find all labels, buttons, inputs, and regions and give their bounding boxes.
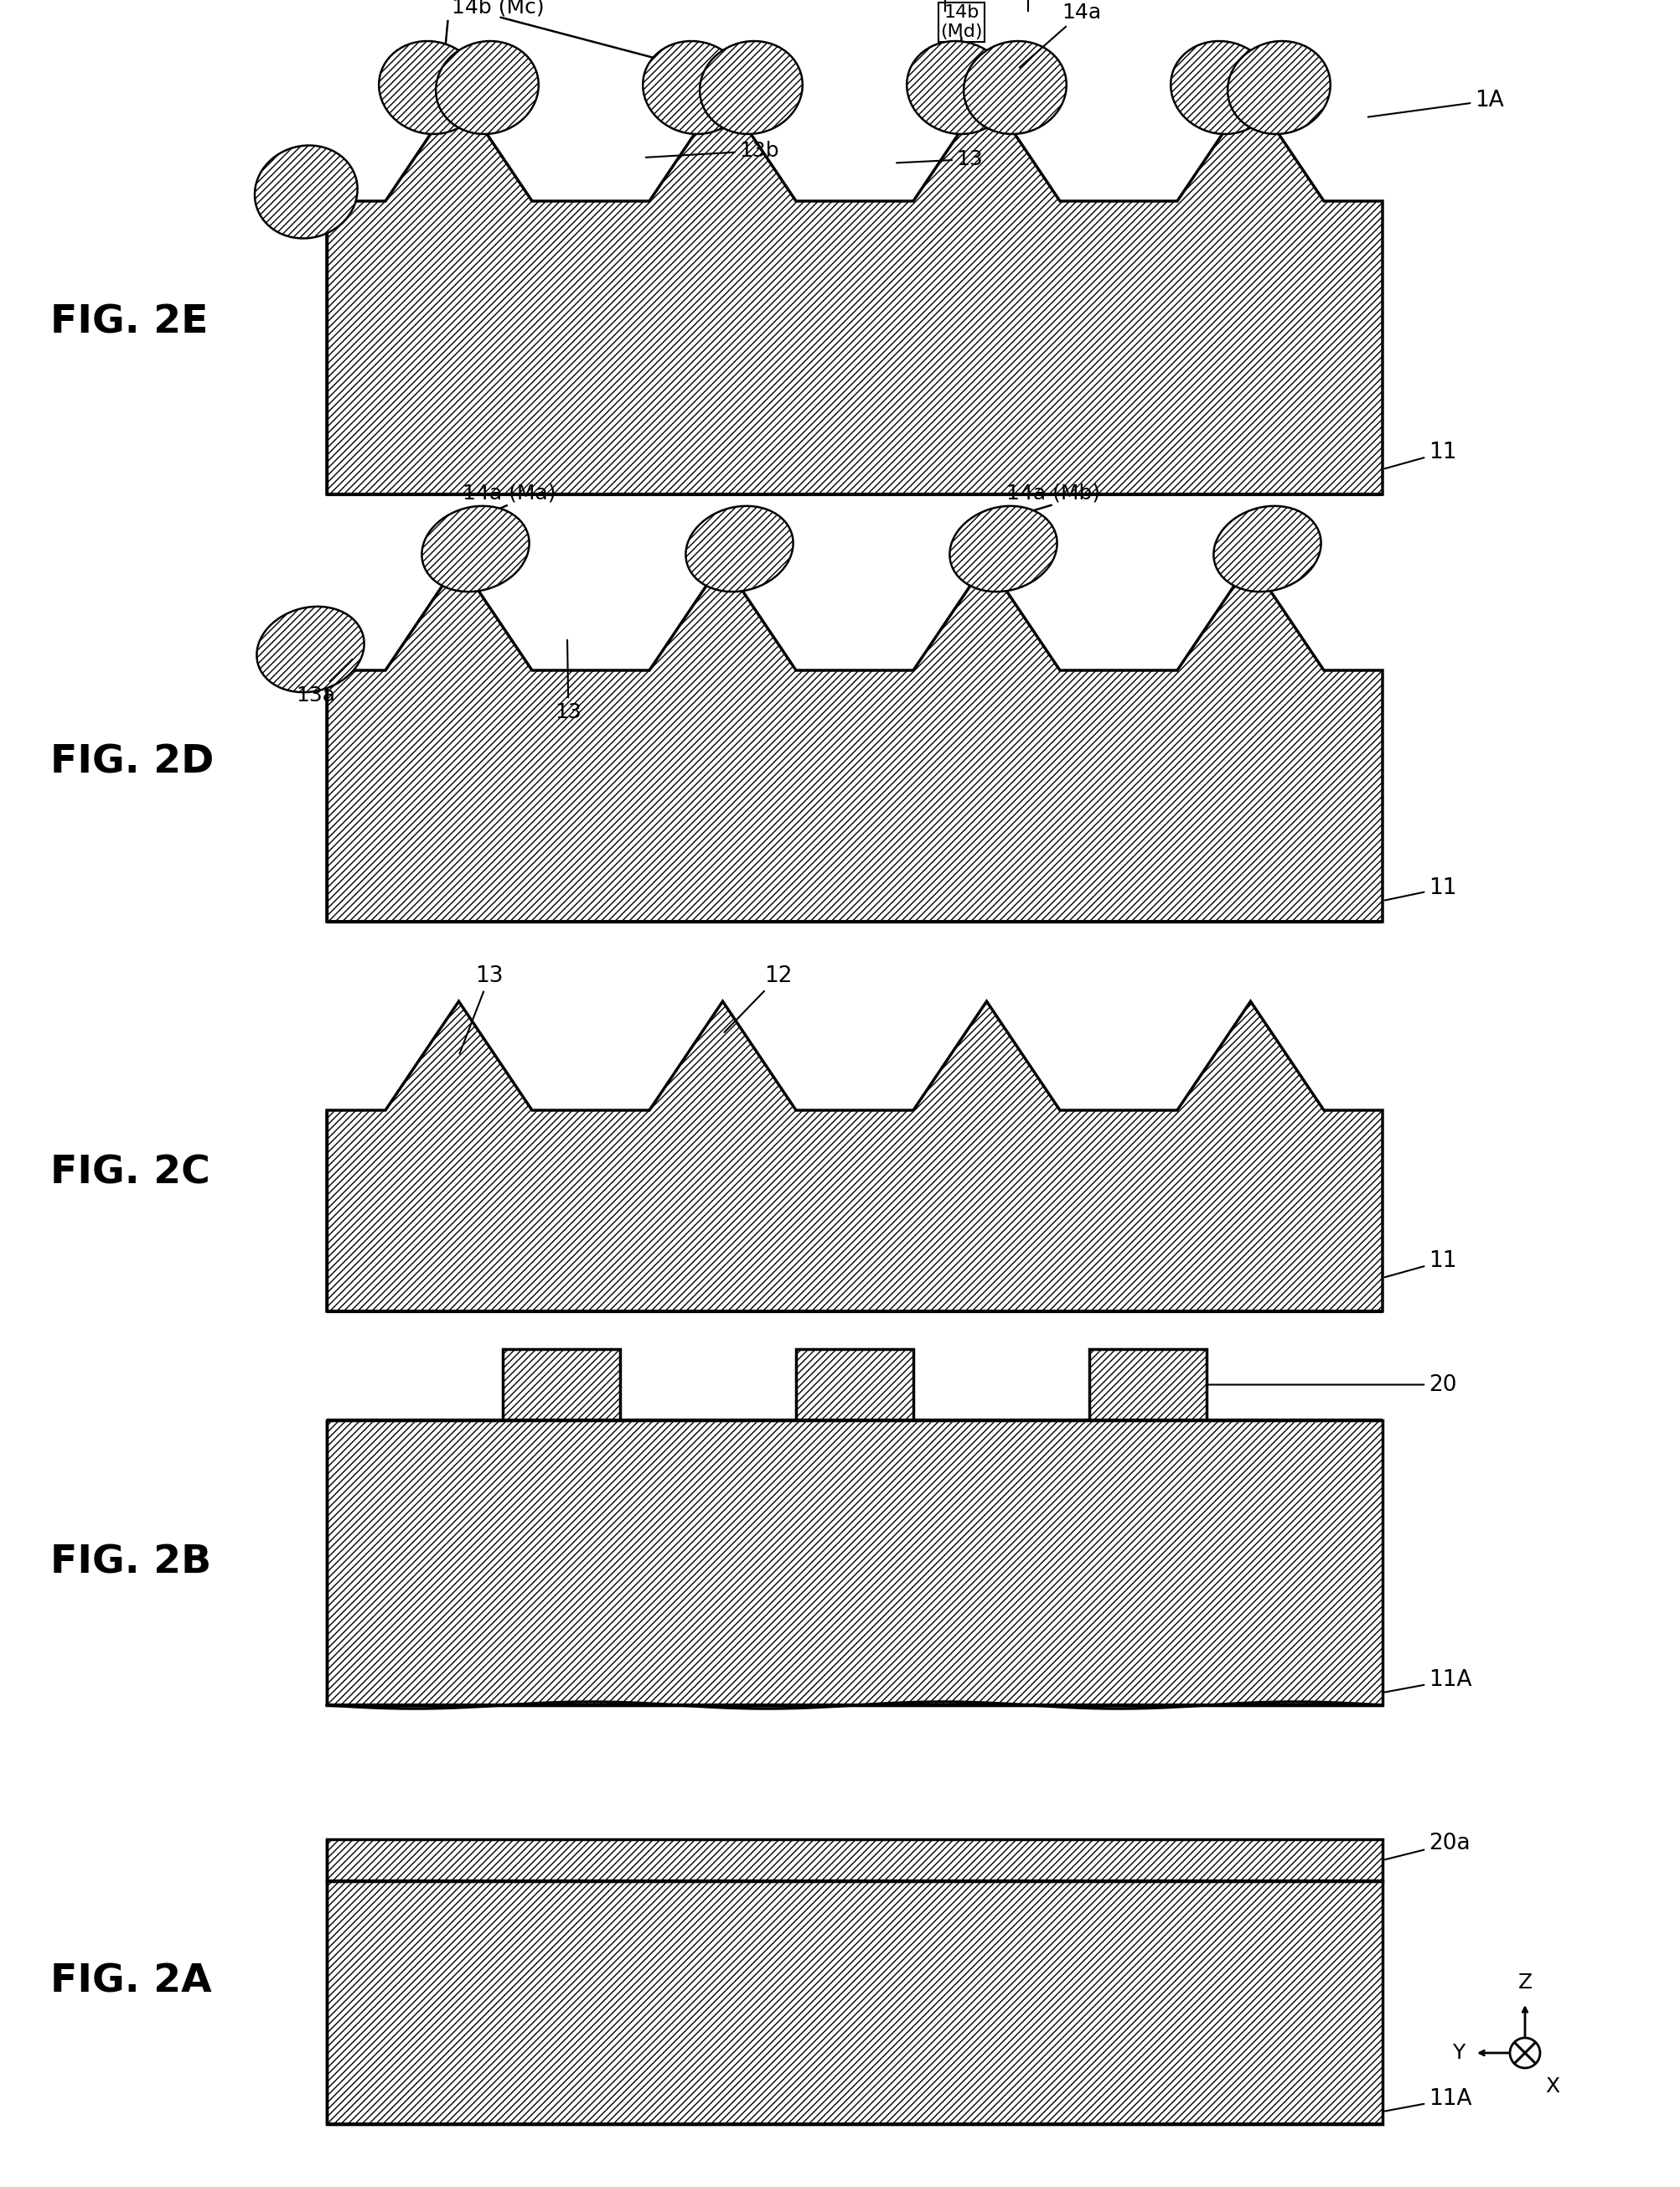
Text: 11: 11 — [1384, 1251, 1457, 1277]
Text: FIG. 2B: FIG. 2B — [50, 1544, 212, 1581]
Text: 20a: 20a — [1384, 1833, 1470, 1859]
Ellipse shape — [435, 42, 538, 133]
Text: 11A: 11A — [1384, 1669, 1472, 1693]
Text: 1A: 1A — [1368, 90, 1504, 116]
Text: 14a: 14a — [1018, 2, 1100, 68]
Ellipse shape — [949, 505, 1057, 593]
Ellipse shape — [1226, 42, 1331, 133]
Polygon shape — [326, 1002, 1383, 1312]
Text: FIG. 2A: FIG. 2A — [50, 1964, 212, 2001]
Text: 20: 20 — [1208, 1373, 1457, 1395]
Text: X: X — [1544, 2075, 1559, 2097]
Text: Z: Z — [1517, 1973, 1532, 1992]
Text: FIG. 2D: FIG. 2D — [50, 744, 213, 781]
Text: 14a (Ma): 14a (Ma) — [462, 483, 556, 503]
Text: 13: 13 — [459, 964, 504, 1054]
Text: 13a: 13a — [296, 660, 353, 706]
Text: 13b: 13b — [645, 140, 780, 162]
Bar — [326, 1839, 1383, 1881]
Ellipse shape — [378, 42, 482, 133]
Text: 11A: 11A — [1384, 2089, 1472, 2110]
Text: FIG. 2C: FIG. 2C — [50, 1155, 210, 1192]
Bar — [796, 1349, 912, 1419]
Ellipse shape — [257, 606, 365, 693]
Ellipse shape — [1213, 505, 1320, 593]
Bar — [1089, 1349, 1206, 1419]
Text: 14b (Mc): 14b (Mc) — [452, 0, 544, 17]
Ellipse shape — [255, 144, 358, 238]
Text: Y: Y — [1452, 2043, 1463, 2062]
Circle shape — [1509, 2038, 1539, 2069]
Polygon shape — [326, 562, 1383, 921]
Ellipse shape — [699, 42, 801, 133]
Ellipse shape — [963, 42, 1065, 133]
Text: 13: 13 — [895, 149, 983, 168]
Text: 11: 11 — [1384, 877, 1457, 901]
Ellipse shape — [422, 505, 529, 593]
Text: 13: 13 — [554, 641, 581, 722]
Polygon shape — [326, 92, 1383, 494]
Text: 12: 12 — [724, 964, 793, 1032]
Ellipse shape — [642, 42, 746, 133]
Ellipse shape — [906, 42, 1010, 133]
Text: 14b
(Md): 14b (Md) — [939, 4, 983, 39]
Text: FIG. 2E: FIG. 2E — [50, 304, 208, 341]
Bar — [326, 1881, 1383, 2124]
Text: 11: 11 — [1384, 442, 1457, 468]
Ellipse shape — [1171, 42, 1273, 133]
Bar — [326, 1419, 1383, 1706]
Text: 14a (Mb): 14a (Mb) — [1006, 483, 1100, 503]
Ellipse shape — [685, 505, 793, 593]
Bar — [502, 1349, 620, 1419]
